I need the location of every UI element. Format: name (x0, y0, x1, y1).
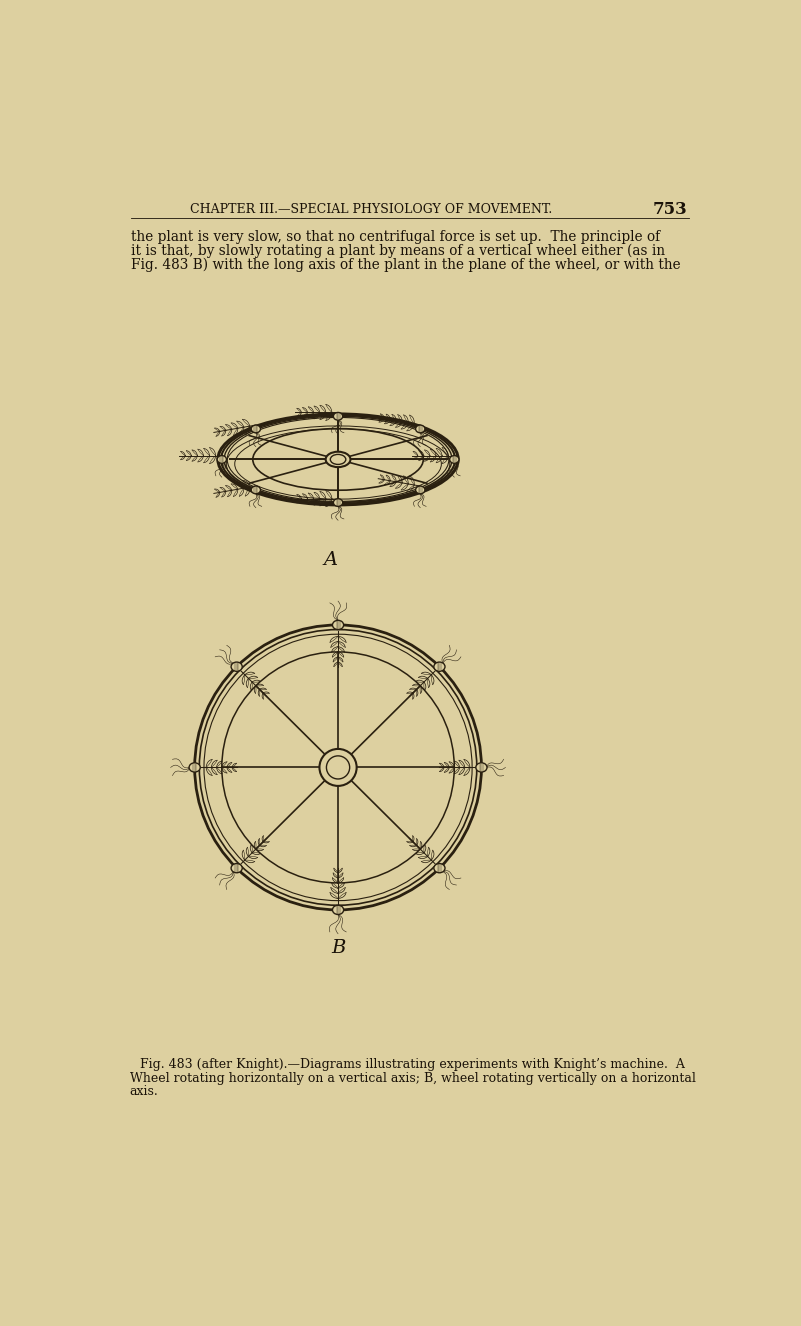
Text: CHAPTER III.—SPECIAL PHYSIOLOGY OF MOVEMENT.: CHAPTER III.—SPECIAL PHYSIOLOGY OF MOVEM… (191, 203, 553, 216)
Text: Wheel rotating horizontally on a vertical axis; B, wheel rotating vertically on : Wheel rotating horizontally on a vertica… (130, 1071, 695, 1085)
Circle shape (320, 749, 356, 786)
Ellipse shape (231, 863, 242, 873)
Ellipse shape (330, 455, 346, 464)
Ellipse shape (476, 762, 487, 772)
Ellipse shape (189, 762, 200, 772)
Ellipse shape (231, 662, 242, 671)
Ellipse shape (416, 487, 425, 493)
Ellipse shape (434, 662, 445, 671)
Text: 753: 753 (652, 200, 687, 217)
Ellipse shape (252, 487, 260, 493)
Text: the plant is very slow, so that no centrifugal force is set up.  The principle o: the plant is very slow, so that no centr… (131, 229, 660, 244)
Text: Fig. 483 B) with the long axis of the plant in the plane of the wheel, or with t: Fig. 483 B) with the long axis of the pl… (131, 257, 681, 272)
Ellipse shape (434, 863, 445, 873)
Ellipse shape (333, 412, 343, 420)
Ellipse shape (326, 452, 351, 467)
Circle shape (327, 756, 350, 778)
Text: B: B (331, 939, 345, 957)
Ellipse shape (449, 456, 459, 463)
Text: Fig. 483 (after Knight).—Diagrams illustrating experiments with Knight’s machine: Fig. 483 (after Knight).—Diagrams illust… (140, 1058, 686, 1071)
Ellipse shape (332, 906, 344, 915)
Text: A: A (324, 552, 337, 569)
Ellipse shape (333, 499, 343, 507)
Ellipse shape (416, 426, 425, 432)
Ellipse shape (217, 456, 227, 463)
Text: axis.: axis. (130, 1085, 159, 1098)
Ellipse shape (252, 426, 260, 432)
Ellipse shape (332, 621, 344, 630)
Text: it is that, by slowly rotating a plant by means of a vertical wheel either (as i: it is that, by slowly rotating a plant b… (131, 244, 666, 259)
